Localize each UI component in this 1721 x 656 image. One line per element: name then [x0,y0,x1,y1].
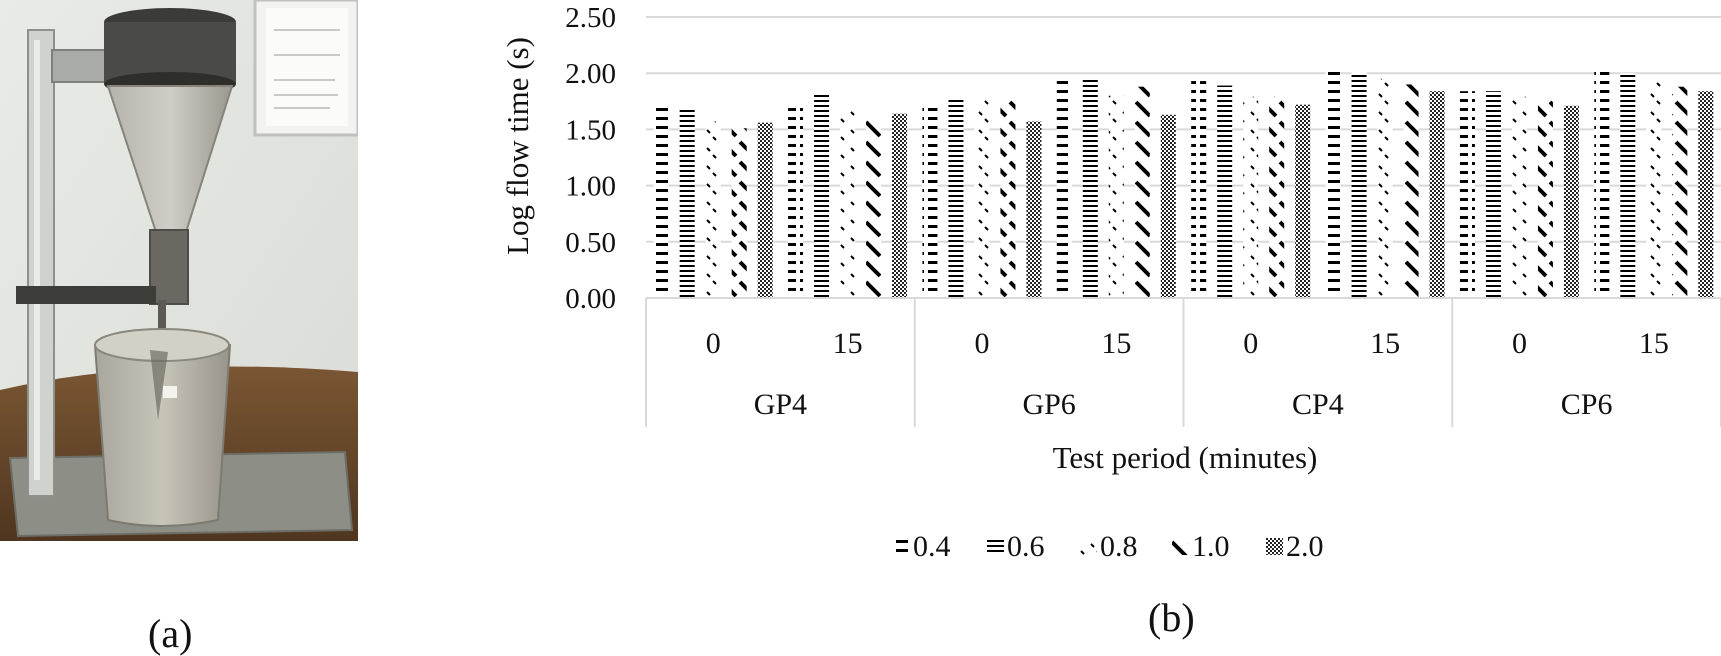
bar-0-8-gp6-0 [974,97,990,298]
legend-label-0-8: 0.8 [1100,530,1138,563]
x-tick-label: 0 [974,327,989,360]
bar-0-6-cp4-0 [1217,85,1233,299]
y-tick-label: 1.50 [565,114,616,146]
bar-0-4-cp4-0 [1191,81,1207,299]
bar-0-6-gp6-0 [948,97,964,298]
bar-2-0-gp6-15 [1160,114,1176,299]
bar-0-8-cp4-0 [1243,96,1259,298]
bar-1-0-gp4-15 [866,120,882,299]
bar-0-4-cp6-0 [1459,91,1475,299]
group-label-gp6: GP6 [1022,388,1075,421]
y-axis-title: Log flow time (s) [500,37,535,255]
bar-2-0-cp4-0 [1295,104,1311,298]
bar-1-0-gp4-0 [731,128,747,298]
group-label-cp4: CP4 [1292,388,1344,421]
y-axis-ticks: 0.00 0.50 1.00 1.50 2.00 2.50 [565,2,616,315]
bar-0-8-cp6-15 [1646,79,1662,298]
bar-0-4-cp6-15 [1594,68,1610,298]
x-tick-label: 15 [1639,327,1669,360]
bar-1-0-gp6-0 [1000,97,1016,298]
caption-a: (a) [148,611,193,656]
x-tick-label: 15 [833,327,863,360]
legend-swatch-1-0 [1172,538,1189,555]
bar-2-0-gp4-15 [892,113,908,298]
legend-label-2-0: 2.0 [1286,530,1324,563]
bar-0-6-cp6-15 [1620,73,1636,298]
bar-2-0-cp4-15 [1429,91,1445,299]
x-tick-label: 15 [1101,327,1131,360]
bar-0-4-gp6-15 [1056,79,1072,298]
y-tick-label: 2.50 [565,2,616,34]
x-axis-title: Test period (minutes) [1053,440,1318,475]
bar-0-8-cp4-15 [1377,78,1393,298]
bar-0-4-cp4-15 [1325,68,1341,298]
group-label-gp4: GP4 [754,388,807,421]
bar-0-8-gp4-0 [705,121,721,298]
bar-0-8-gp6-15 [1108,95,1124,299]
bar-0-6-gp4-0 [679,109,695,298]
bar-1-0-cp6-15 [1672,86,1688,298]
legend-swatch-0-4 [893,538,910,555]
legend-swatch-0-6 [987,538,1004,555]
bar-1-0-gp6-15 [1134,86,1150,298]
bar-0-4-gp4-15 [788,103,804,298]
legend: 0.4 0.6 0.8 1.0 2.0 [893,530,1324,563]
x-tick-label: 0 [1512,327,1527,360]
caption-b: (b) [1148,595,1195,640]
bar-0-6-gp6-15 [1082,79,1098,298]
bar-0-8-gp4-15 [840,108,856,298]
group-label-cp6: CP6 [1561,388,1613,421]
x-tick-label: 0 [706,327,721,360]
gridlines [646,16,1721,299]
bar-0-4-gp4-0 [653,104,669,298]
y-tick-label: 1.00 [565,171,616,203]
legend-label-0-6: 0.6 [1007,530,1045,563]
bar-2-0-cp6-15 [1698,91,1714,299]
x-axis: 0 15 0 15 0 15 0 15 GP4 GP6 CP4 CP6 [645,297,1721,427]
bar-1-0-cp4-15 [1403,84,1419,298]
bar-0-6-cp6-0 [1485,91,1501,299]
bar-0-6-cp4-15 [1351,72,1367,299]
y-tick-label: 0.50 [565,227,616,259]
bars [653,68,1714,299]
bar-0-8-cp6-0 [1511,96,1527,298]
x-tick-label: 0 [1243,327,1258,360]
legend-swatch-2-0 [1266,538,1283,555]
bar-2-0-gp4-0 [757,122,773,298]
bar-2-0-gp6-0 [1026,121,1042,298]
legend-label-0-4: 0.4 [913,530,951,563]
y-tick-label: 2.00 [565,58,616,90]
legend-label-1-0: 1.0 [1192,530,1230,563]
y-tick-label: 0.00 [565,283,616,315]
bar-0-4-gp6-0 [922,103,938,298]
x-tick-label: 15 [1370,327,1400,360]
bar-2-0-cp6-0 [1563,105,1579,299]
bar-1-0-cp4-0 [1269,96,1285,298]
legend-swatch-0-8 [1080,538,1097,555]
bar-0-6-gp4-15 [814,92,830,298]
bar-1-0-cp6-0 [1537,97,1553,298]
flow-cone-apparatus-photo [0,0,360,541]
